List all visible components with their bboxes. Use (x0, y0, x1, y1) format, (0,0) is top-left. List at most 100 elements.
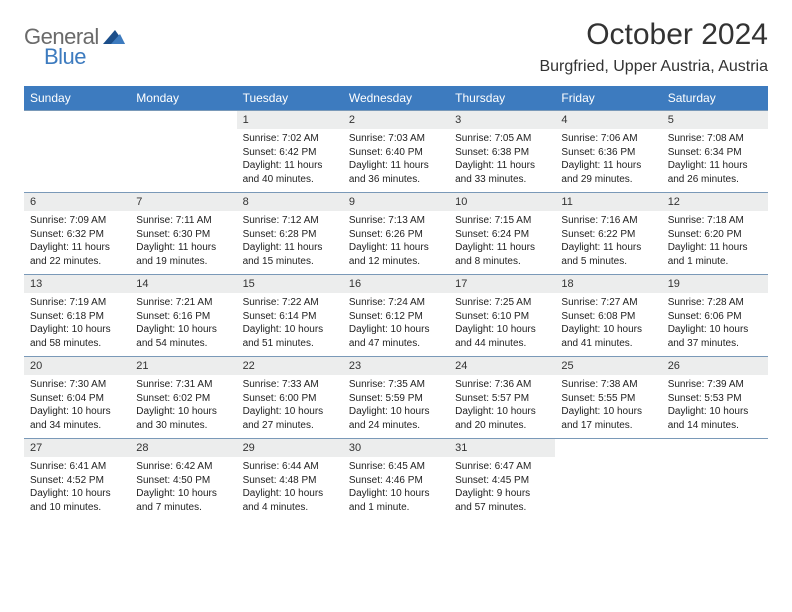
day-number-cell: 10 (449, 193, 555, 212)
title-block: October 2024 Burgfried, Upper Austria, A… (539, 18, 768, 76)
col-tuesday: Tuesday (237, 86, 343, 111)
day-daylight1: Daylight: 10 hours (30, 405, 124, 419)
daynum-row: 6789101112 (24, 193, 768, 212)
day-sunrise: Sunrise: 7:15 AM (455, 214, 549, 228)
col-saturday: Saturday (662, 86, 768, 111)
day-number-cell: 30 (343, 439, 449, 458)
day-daylight1: Daylight: 10 hours (349, 487, 443, 501)
daynum-row: 20212223242526 (24, 357, 768, 376)
day-sunset: Sunset: 5:59 PM (349, 392, 443, 406)
day-number-cell (130, 111, 236, 130)
daybody-row: Sunrise: 7:09 AMSunset: 6:32 PMDaylight:… (24, 211, 768, 275)
day-sunset: Sunset: 6:32 PM (30, 228, 124, 242)
day-number-cell: 8 (237, 193, 343, 212)
day-daylight1: Daylight: 11 hours (455, 241, 549, 255)
day-sunrise: Sunrise: 7:39 AM (668, 378, 762, 392)
day-sunrise: Sunrise: 7:38 AM (561, 378, 655, 392)
day-daylight2: and 51 minutes. (243, 337, 337, 351)
day-body-cell: Sunrise: 7:22 AMSunset: 6:14 PMDaylight:… (237, 293, 343, 357)
day-daylight1: Daylight: 11 hours (349, 241, 443, 255)
day-daylight2: and 10 minutes. (30, 501, 124, 515)
day-daylight1: Daylight: 11 hours (243, 159, 337, 173)
day-sunset: Sunset: 6:02 PM (136, 392, 230, 406)
day-sunrise: Sunrise: 7:27 AM (561, 296, 655, 310)
calendar-table: Sunday Monday Tuesday Wednesday Thursday… (24, 86, 768, 520)
day-daylight1: Daylight: 11 hours (668, 159, 762, 173)
day-body-cell: Sunrise: 7:12 AMSunset: 6:28 PMDaylight:… (237, 211, 343, 275)
day-number-cell (24, 111, 130, 130)
day-sunrise: Sunrise: 6:41 AM (30, 460, 124, 474)
day-daylight2: and 24 minutes. (349, 419, 443, 433)
day-sunset: Sunset: 5:57 PM (455, 392, 549, 406)
day-sunrise: Sunrise: 7:02 AM (243, 132, 337, 146)
day-body-cell: Sunrise: 7:30 AMSunset: 6:04 PMDaylight:… (24, 375, 130, 439)
day-number-cell: 28 (130, 439, 236, 458)
day-daylight2: and 54 minutes. (136, 337, 230, 351)
day-daylight2: and 41 minutes. (561, 337, 655, 351)
day-sunset: Sunset: 6:00 PM (243, 392, 337, 406)
day-sunrise: Sunrise: 7:22 AM (243, 296, 337, 310)
daynum-row: 13141516171819 (24, 275, 768, 294)
day-number-cell: 15 (237, 275, 343, 294)
day-daylight1: Daylight: 10 hours (243, 405, 337, 419)
page-title: October 2024 (539, 18, 768, 52)
day-body-cell: Sunrise: 7:35 AMSunset: 5:59 PMDaylight:… (343, 375, 449, 439)
day-sunset: Sunset: 6:40 PM (349, 146, 443, 160)
day-sunrise: Sunrise: 7:13 AM (349, 214, 443, 228)
daynum-row: 2728293031 (24, 439, 768, 458)
day-daylight1: Daylight: 11 hours (668, 241, 762, 255)
day-daylight1: Daylight: 11 hours (30, 241, 124, 255)
day-daylight1: Daylight: 10 hours (349, 405, 443, 419)
day-daylight2: and 33 minutes. (455, 173, 549, 187)
day-body-cell: Sunrise: 7:13 AMSunset: 6:26 PMDaylight:… (343, 211, 449, 275)
location-text: Burgfried, Upper Austria, Austria (539, 58, 768, 76)
day-daylight1: Daylight: 11 hours (243, 241, 337, 255)
day-sunset: Sunset: 6:24 PM (455, 228, 549, 242)
day-sunrise: Sunrise: 6:44 AM (243, 460, 337, 474)
day-daylight2: and 19 minutes. (136, 255, 230, 269)
day-number-cell: 5 (662, 111, 768, 130)
day-daylight1: Daylight: 10 hours (561, 405, 655, 419)
day-daylight1: Daylight: 10 hours (243, 487, 337, 501)
day-number-cell: 3 (449, 111, 555, 130)
day-daylight2: and 40 minutes. (243, 173, 337, 187)
weekday-header-row: Sunday Monday Tuesday Wednesday Thursday… (24, 86, 768, 111)
day-number-cell (555, 439, 661, 458)
day-number-cell: 27 (24, 439, 130, 458)
logo-word2: Blue (44, 44, 86, 70)
day-body-cell: Sunrise: 7:11 AMSunset: 6:30 PMDaylight:… (130, 211, 236, 275)
day-daylight2: and 12 minutes. (349, 255, 443, 269)
day-sunrise: Sunrise: 7:18 AM (668, 214, 762, 228)
day-number-cell: 11 (555, 193, 661, 212)
day-body-cell: Sunrise: 7:28 AMSunset: 6:06 PMDaylight:… (662, 293, 768, 357)
day-body-cell (130, 129, 236, 193)
day-daylight2: and 5 minutes. (561, 255, 655, 269)
day-sunrise: Sunrise: 7:16 AM (561, 214, 655, 228)
day-daylight2: and 1 minute. (349, 501, 443, 515)
daybody-row: Sunrise: 6:41 AMSunset: 4:52 PMDaylight:… (24, 457, 768, 520)
day-body-cell: Sunrise: 7:06 AMSunset: 6:36 PMDaylight:… (555, 129, 661, 193)
day-sunset: Sunset: 6:28 PM (243, 228, 337, 242)
day-daylight1: Daylight: 11 hours (136, 241, 230, 255)
day-daylight1: Daylight: 10 hours (668, 323, 762, 337)
day-sunset: Sunset: 6:20 PM (668, 228, 762, 242)
daynum-row: 12345 (24, 111, 768, 130)
day-sunset: Sunset: 6:36 PM (561, 146, 655, 160)
day-body-cell: Sunrise: 7:39 AMSunset: 5:53 PMDaylight:… (662, 375, 768, 439)
day-daylight1: Daylight: 10 hours (561, 323, 655, 337)
day-daylight2: and 44 minutes. (455, 337, 549, 351)
day-sunrise: Sunrise: 7:30 AM (30, 378, 124, 392)
day-sunset: Sunset: 6:04 PM (30, 392, 124, 406)
day-daylight1: Daylight: 10 hours (668, 405, 762, 419)
day-number-cell: 29 (237, 439, 343, 458)
day-daylight2: and 29 minutes. (561, 173, 655, 187)
day-sunrise: Sunrise: 7:12 AM (243, 214, 337, 228)
day-daylight2: and 57 minutes. (455, 501, 549, 515)
day-sunrise: Sunrise: 7:31 AM (136, 378, 230, 392)
day-sunrise: Sunrise: 7:36 AM (455, 378, 549, 392)
day-sunrise: Sunrise: 7:21 AM (136, 296, 230, 310)
day-daylight2: and 4 minutes. (243, 501, 337, 515)
day-sunset: Sunset: 4:45 PM (455, 474, 549, 488)
day-number-cell: 23 (343, 357, 449, 376)
day-daylight2: and 7 minutes. (136, 501, 230, 515)
